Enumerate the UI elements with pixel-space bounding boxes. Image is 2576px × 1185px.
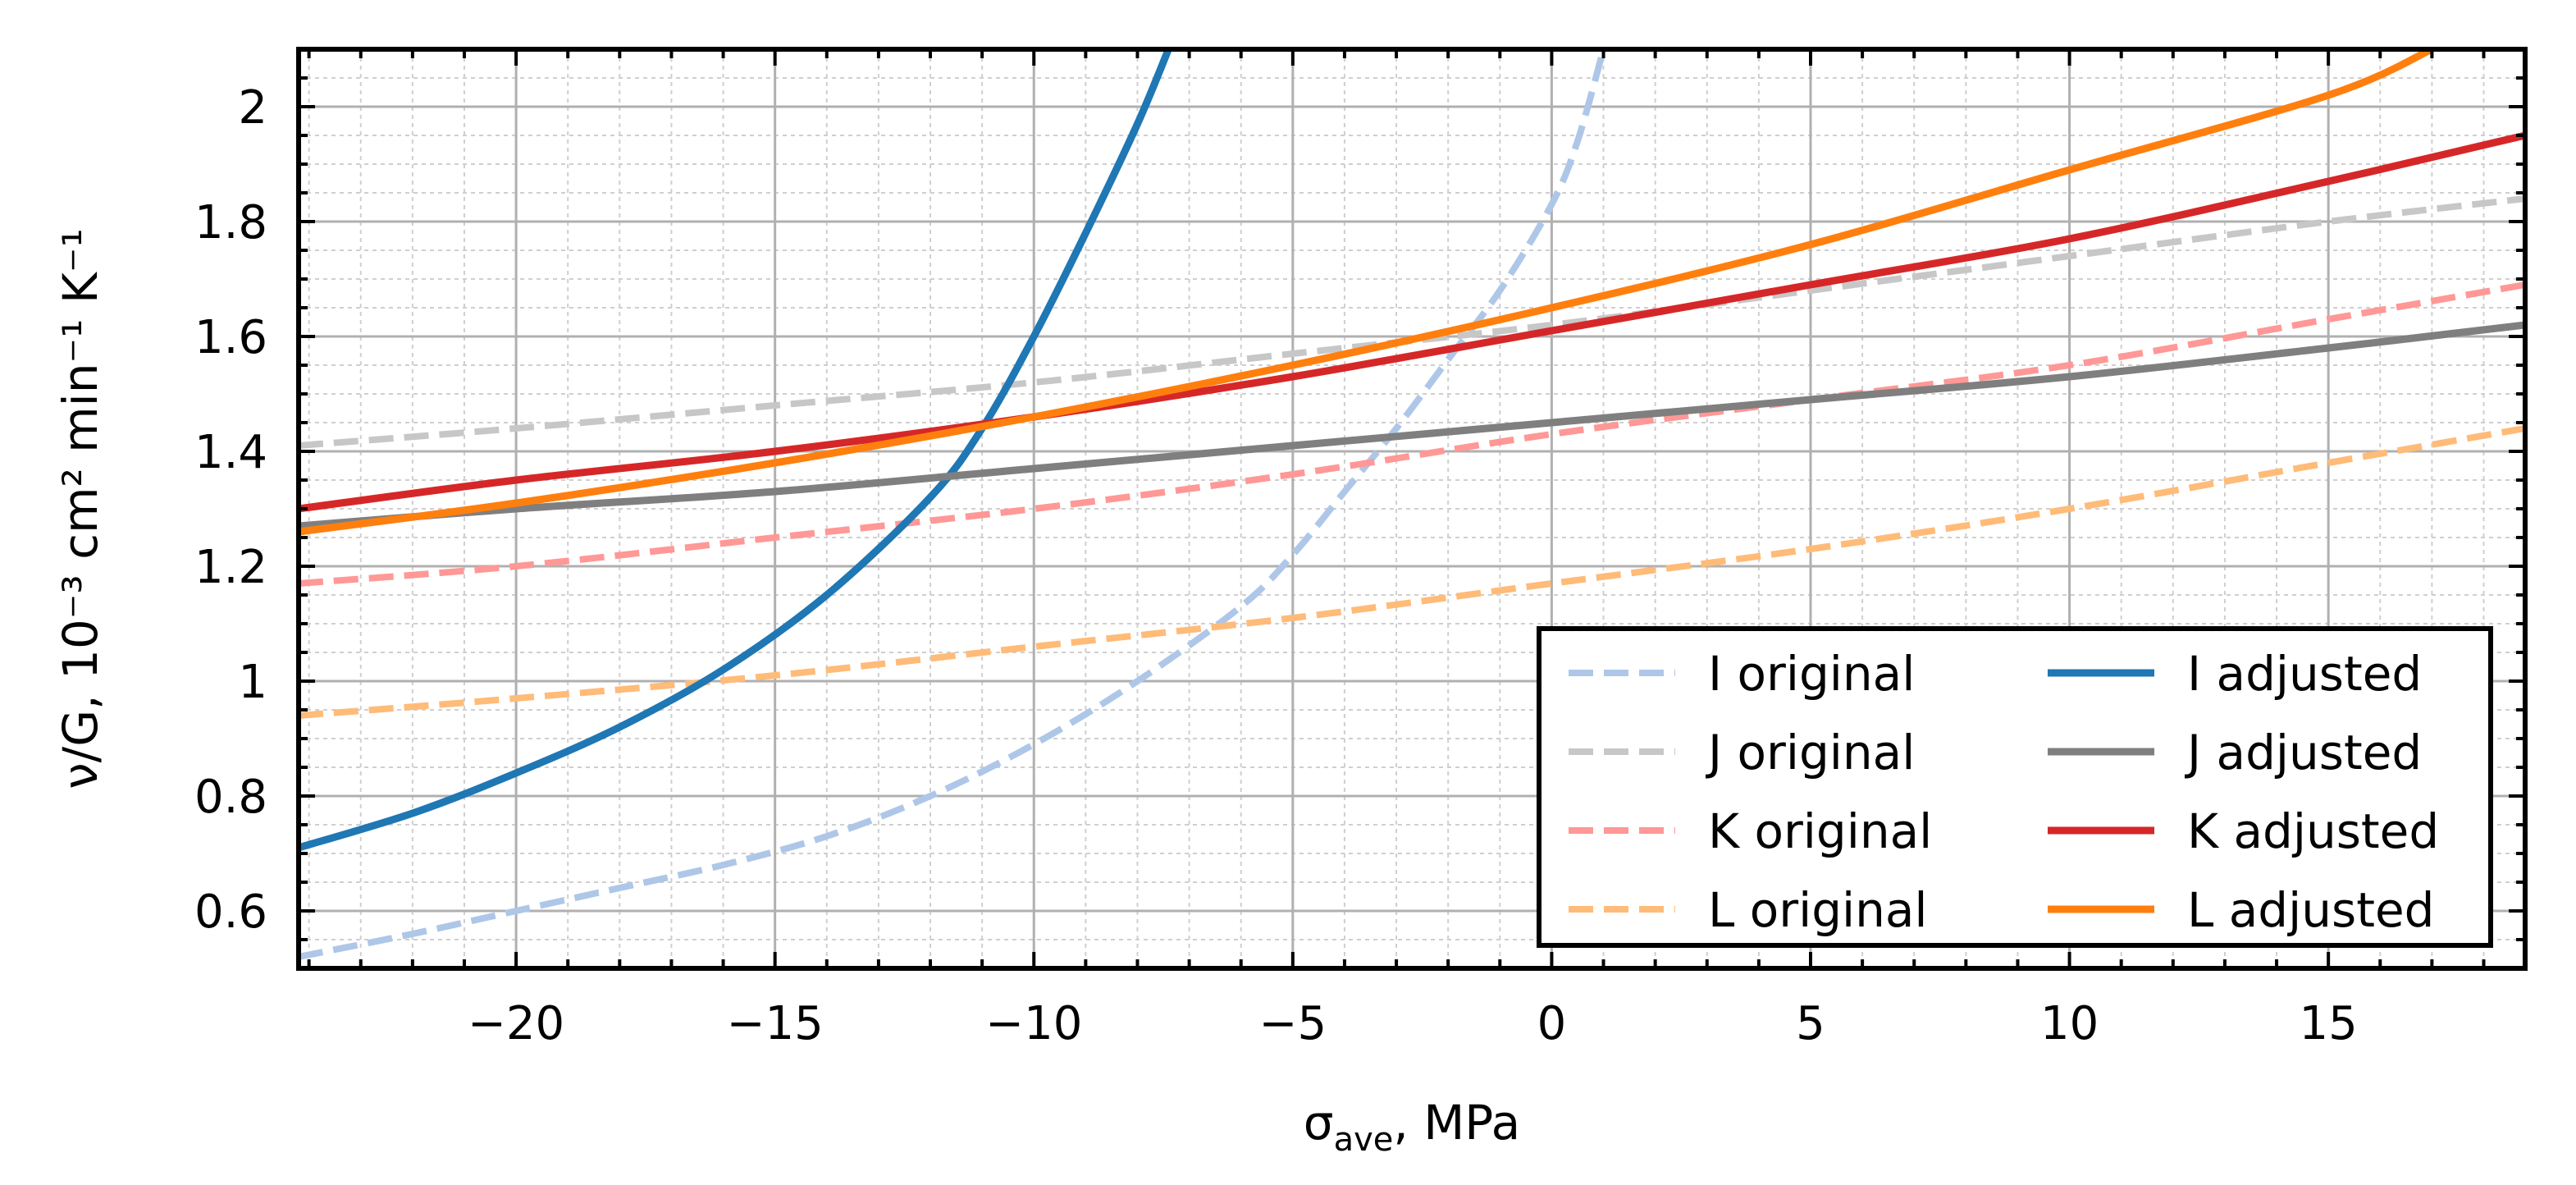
legend-label: K adjusted <box>2187 803 2439 859</box>
legend: I original I adjusted J original J adjusted… <box>1537 626 2493 948</box>
series-line-j-adjusted <box>299 321 2525 530</box>
legend-entry: L adjusted <box>2048 882 2434 938</box>
legend-label: L adjusted <box>2187 882 2434 938</box>
series-line-j-original <box>299 195 2525 449</box>
legend-label: I adjusted <box>2187 646 2422 702</box>
legend-entries: I original I adjusted J original J adjusted… <box>1569 646 2439 938</box>
legend-entry: I original <box>1569 646 1915 702</box>
x-tick-label: −20 <box>468 997 564 1050</box>
y-tick-label: 0.6 <box>194 885 267 939</box>
x-tick-label: 0 <box>1537 997 1567 1050</box>
legend-label: I original <box>1708 646 1915 702</box>
y-tick-labels: 0.6 0.8 1 1.2 1.4 1.6 1.8 2 <box>194 81 267 939</box>
x-tick-label: −15 <box>727 997 824 1050</box>
y-tick-label: 1.2 <box>194 541 267 594</box>
y-tick-label: 0.8 <box>194 771 267 824</box>
x-tick-labels: −20 −15 −10 −5 0 5 10 15 <box>468 997 2358 1050</box>
legend-label: K original <box>1708 803 1932 859</box>
series-line-l-original <box>299 425 2525 719</box>
x-axis-title: σave, MPa <box>1304 1095 1520 1159</box>
legend-entry: I adjusted <box>2048 646 2422 702</box>
y-axis-title: ν/G, 10⁻³ cm² min⁻¹ K⁻¹ <box>53 228 108 789</box>
series-layer <box>299 49 2525 960</box>
legend-entry: L original <box>1569 882 1928 938</box>
series-line-k-original <box>299 281 2525 587</box>
legend-label: J original <box>1706 725 1915 780</box>
series-line-l-adjusted <box>299 49 2434 536</box>
legend-label: L original <box>1708 882 1928 938</box>
y-tick-label: 1.6 <box>194 311 267 364</box>
series-line-i-adjusted <box>299 49 1172 852</box>
y-tick-label: 1.8 <box>194 196 267 249</box>
x-tick-label: −5 <box>1259 997 1327 1050</box>
legend-box <box>1537 626 2493 948</box>
plot-frame <box>296 47 2528 971</box>
series-line-i-original <box>299 49 1607 960</box>
x-tick-label: 5 <box>1796 997 1825 1050</box>
x-axis-title-sub: ave <box>1334 1121 1394 1159</box>
x-tick-label: 15 <box>2300 997 2358 1050</box>
legend-entry: K adjusted <box>2048 803 2439 859</box>
x-tick-label: 10 <box>2040 997 2099 1050</box>
legend-entry: J adjusted <box>2048 725 2422 780</box>
x-axis-title-rest: , MPa <box>1393 1095 1520 1151</box>
y-tick-label: 2 <box>238 81 267 135</box>
legend-entry: K original <box>1569 803 1932 859</box>
y-tick-label: 1.4 <box>194 426 267 479</box>
x-axis-title-main: σ <box>1304 1095 1334 1151</box>
x-tick-label: −10 <box>985 997 1082 1050</box>
series-line-k-adjusted <box>299 131 2525 513</box>
y-tick-label: 1 <box>238 656 267 709</box>
legend-entry: J original <box>1569 725 1915 780</box>
legend-label: J adjusted <box>2185 725 2422 780</box>
